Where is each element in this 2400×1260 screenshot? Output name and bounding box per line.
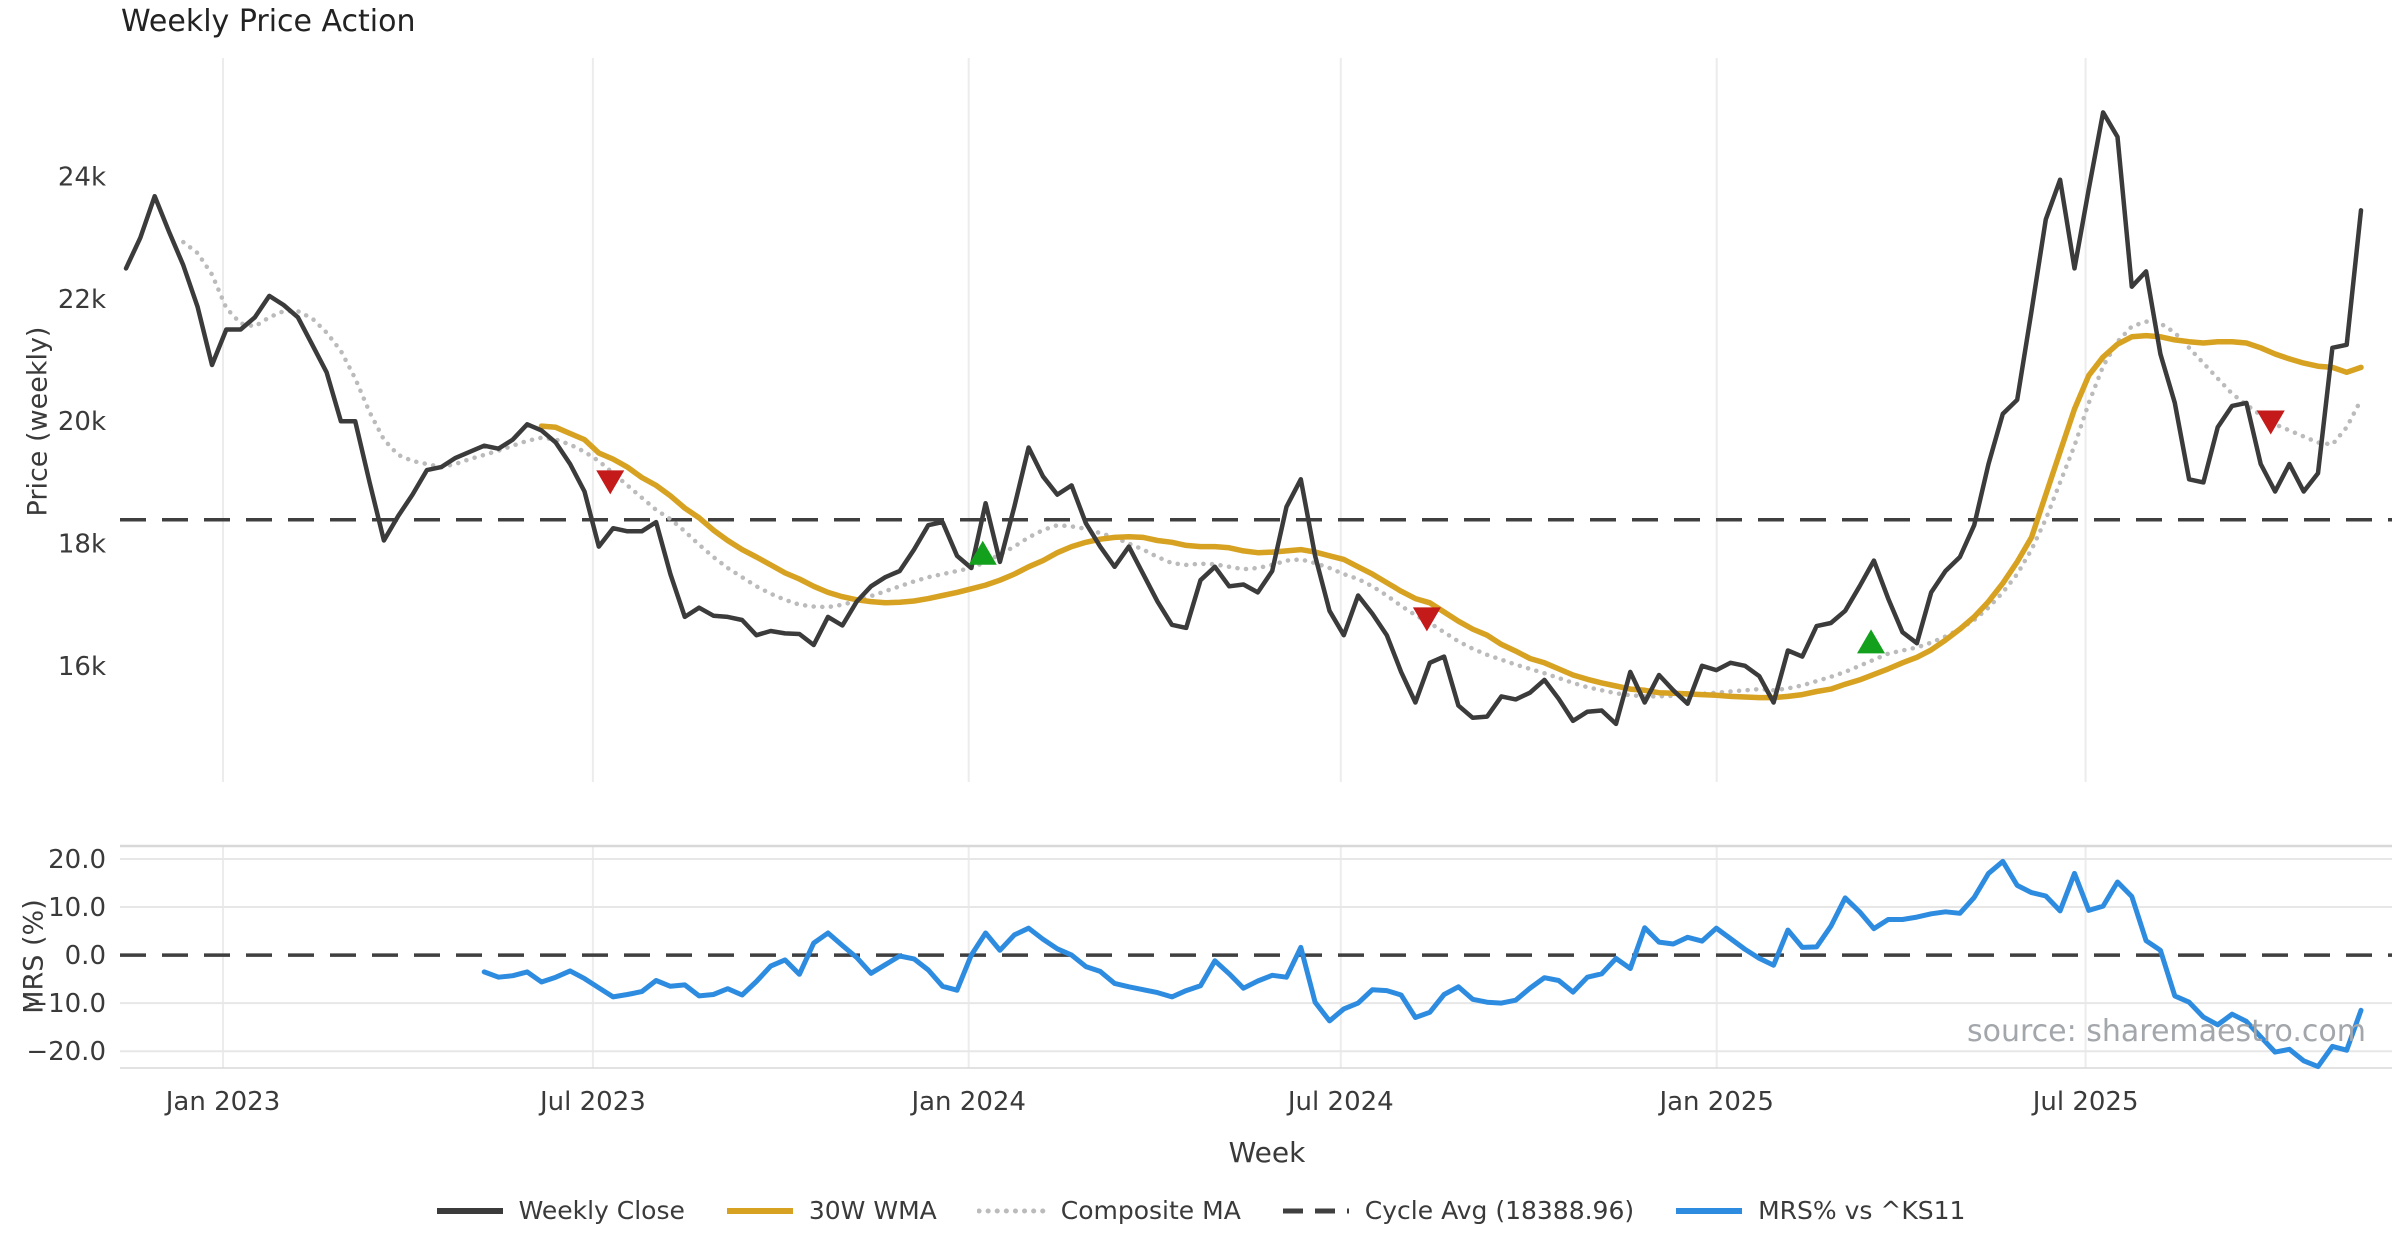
mrs-ytick-label: 0.0 bbox=[65, 941, 106, 971]
legend-item-weekly-close: Weekly Close bbox=[435, 1196, 685, 1225]
legend-item-30w-wma: 30W WMA bbox=[725, 1196, 937, 1225]
sell-signal-icon bbox=[596, 470, 625, 495]
buy-signal-icon bbox=[1857, 629, 1886, 654]
sell-signal-icon bbox=[1412, 607, 1441, 632]
mrs-ytick-label: 10.0 bbox=[48, 893, 106, 923]
mrs-line bbox=[481, 858, 2364, 1070]
sell-signal-icon bbox=[2256, 410, 2285, 435]
legend-label: Composite MA bbox=[1060, 1196, 1241, 1225]
buy-signal-icon bbox=[968, 540, 997, 565]
mrs-axis-label: MRS (%) bbox=[18, 899, 50, 1014]
mrs-ytick-label: 20.0 bbox=[48, 845, 106, 875]
weekly-close-line bbox=[123, 110, 2364, 727]
legend-item-composite-ma: Composite MA bbox=[976, 1196, 1241, 1225]
legend-label: MRS% vs ^KS11 bbox=[1758, 1196, 1966, 1225]
x-tick-label: Jan 2024 bbox=[909, 1087, 1026, 1117]
x-tick-label: Jul 2024 bbox=[1286, 1087, 1394, 1117]
price-ytick-label: 20k bbox=[58, 407, 106, 437]
legend-item-mrs-vs-ks11: MRS% vs ^KS11 bbox=[1674, 1196, 1965, 1225]
x-axis-label: Week bbox=[1228, 1136, 1306, 1169]
price-ytick-label: 18k bbox=[58, 530, 106, 560]
mrs-ytick-label: −20.0 bbox=[26, 1037, 106, 1067]
price-ytick-label: 16k bbox=[58, 652, 106, 682]
legend-label: Weekly Close bbox=[518, 1196, 685, 1225]
x-tick-label: Jul 2023 bbox=[538, 1087, 646, 1117]
legend-item-cycle-avg-18388-96: Cycle Avg (18388.96) bbox=[1281, 1196, 1634, 1225]
x-tick-label: Jul 2025 bbox=[2031, 1087, 2139, 1117]
legend-label: Cycle Avg (18388.96) bbox=[1364, 1196, 1635, 1225]
legend-line-swatch bbox=[726, 1207, 793, 1214]
x-tick-label: Jan 2023 bbox=[164, 1087, 281, 1117]
chart-legend: Weekly Close 30W WMA Composite MA Cycle Avg… bbox=[0, 1196, 2400, 1225]
legend-line-swatch bbox=[436, 1207, 503, 1214]
source-watermark: source: sharemaestro.com bbox=[1967, 1014, 2366, 1049]
mrs-ytick-label: −10.0 bbox=[26, 989, 106, 1019]
legend-line-swatch bbox=[976, 1208, 1047, 1213]
price-ytick-label: 22k bbox=[58, 285, 106, 315]
legend-label: 30W WMA bbox=[808, 1196, 937, 1225]
price-axis-label: Price (weekly) bbox=[22, 326, 54, 517]
x-tick-label: Jan 2025 bbox=[1657, 1087, 1774, 1117]
chart-title: Weekly Price Action bbox=[121, 4, 416, 39]
wma30-line bbox=[538, 332, 2364, 701]
composite-ma-line bbox=[181, 239, 2364, 699]
legend-line-swatch bbox=[1282, 1208, 1349, 1213]
price-ytick-label: 24k bbox=[58, 163, 106, 193]
legend-line-swatch bbox=[1676, 1207, 1743, 1214]
